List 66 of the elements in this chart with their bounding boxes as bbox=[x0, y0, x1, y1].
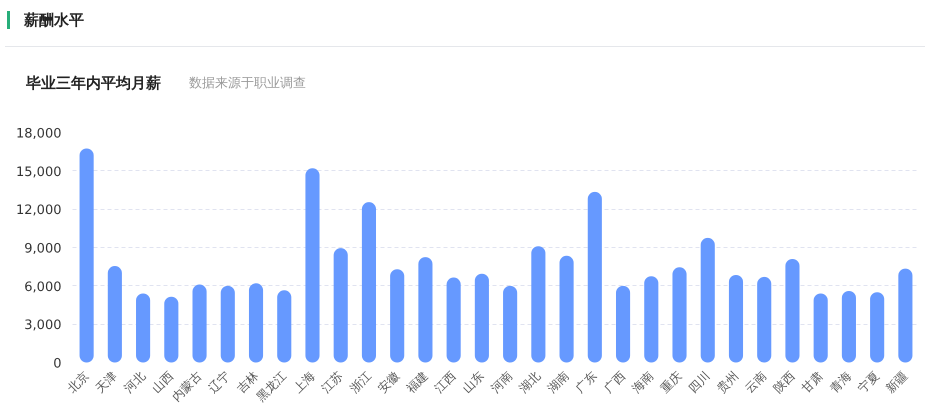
bar bbox=[248, 283, 264, 362]
chart-subtitle: 数据来源于职业调查 bbox=[189, 75, 306, 93]
bar bbox=[136, 294, 150, 362]
x-tick-label: 陕西 bbox=[770, 368, 798, 396]
bar bbox=[446, 278, 461, 362]
y-tick-label: 18,000 bbox=[16, 126, 62, 142]
bar bbox=[164, 296, 178, 362]
bar bbox=[616, 286, 630, 362]
x-tick-label: 天津 bbox=[92, 368, 120, 396]
y-tick-label: 3,000 bbox=[24, 318, 62, 334]
x-tick-label: 湖北 bbox=[516, 368, 544, 396]
bar bbox=[644, 276, 658, 362]
x-tick-label: 贵州 bbox=[714, 368, 741, 396]
bar bbox=[588, 192, 602, 362]
bar bbox=[390, 269, 404, 362]
y-tick-label: 12,000 bbox=[16, 203, 62, 218]
bar bbox=[305, 168, 320, 362]
y-tick-label: 9,000 bbox=[24, 242, 62, 256]
x-tick-label: 上海 bbox=[290, 368, 318, 396]
x-tick-label: 北京 bbox=[64, 368, 92, 396]
bar bbox=[418, 257, 432, 362]
bar bbox=[220, 286, 235, 362]
x-tick-label: 福建 bbox=[403, 368, 430, 396]
bar bbox=[108, 266, 122, 362]
bar bbox=[362, 202, 376, 362]
bar bbox=[898, 268, 912, 362]
x-tick-label: 辽宁 bbox=[206, 368, 233, 396]
x-tick-label: 江苏 bbox=[318, 368, 346, 396]
bar bbox=[870, 292, 884, 362]
x-tick-label: 海南 bbox=[629, 368, 656, 396]
x-tick-label: 浙江 bbox=[347, 368, 374, 396]
x-tick-label: 江西 bbox=[432, 368, 459, 396]
x-tick-label: 新疆 bbox=[883, 368, 910, 396]
x-tick-label: 安徽 bbox=[375, 368, 402, 396]
bar bbox=[728, 274, 744, 362]
y-tick-label: 0 bbox=[53, 356, 62, 372]
x-tick-label: 重庆 bbox=[658, 368, 684, 396]
x-tick-label: 河南 bbox=[488, 368, 516, 396]
x-tick-label: 山东 bbox=[460, 368, 487, 396]
bar bbox=[700, 238, 715, 362]
text: 薪酬水平 bbox=[7, 11, 84, 29]
bar bbox=[80, 148, 94, 362]
bar bbox=[474, 274, 489, 362]
bar bbox=[785, 259, 800, 362]
bar bbox=[757, 276, 772, 362]
bar bbox=[192, 284, 207, 362]
bar bbox=[672, 267, 687, 362]
y-tick-label: 6,000 bbox=[24, 280, 62, 295]
bar bbox=[277, 290, 292, 362]
x-tick-label: 河北 bbox=[121, 368, 148, 396]
x-tick-label: 四川 bbox=[686, 368, 713, 396]
bar bbox=[560, 256, 574, 362]
x-tick-label: 云南 bbox=[742, 368, 770, 396]
x-tick-label: 广东 bbox=[572, 368, 600, 396]
x-tick-label: 广西 bbox=[601, 368, 628, 396]
x-tick-label: 青海 bbox=[826, 368, 854, 396]
x-tick-label: 湖南 bbox=[544, 368, 572, 396]
bar bbox=[503, 286, 518, 362]
y-tick-label: 15,000 bbox=[16, 164, 62, 180]
x-tick-label: 宁夏 bbox=[855, 368, 882, 396]
bar bbox=[531, 246, 546, 362]
bar bbox=[842, 290, 856, 362]
bar bbox=[814, 294, 828, 362]
bar bbox=[334, 248, 348, 362]
chart-title: 毕业三年内平均月薪 bbox=[26, 73, 161, 94]
x-tick-label: 甘肃 bbox=[798, 368, 826, 396]
